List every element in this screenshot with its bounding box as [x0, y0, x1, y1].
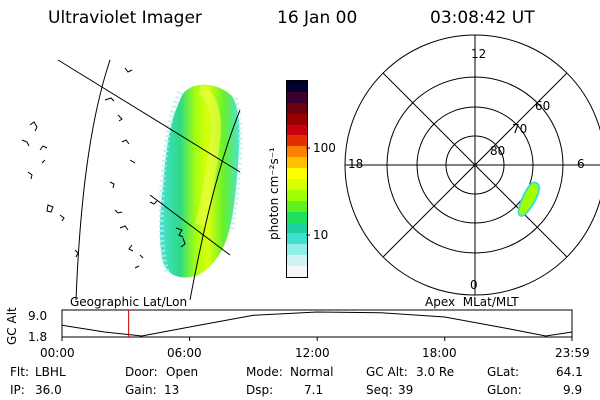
colorbar-tick-10: 10	[313, 228, 329, 242]
coastline	[21, 67, 186, 269]
altitude-plot-frame	[61, 309, 573, 338]
door-value: Open	[166, 365, 199, 379]
time-label: 03:08:42 UT	[430, 8, 535, 28]
glon-label: GLon:	[487, 383, 522, 397]
mlt-line-diagonal	[382, 72, 568, 258]
colorbar-swatch	[287, 113, 307, 125]
colorbar-swatch	[287, 189, 307, 201]
colorbar-tick-100: 100	[313, 141, 336, 155]
x-tick-2359: 23:59	[555, 346, 590, 360]
mlt-label-0: 0	[470, 278, 478, 292]
longitude-line	[189, 109, 241, 300]
x-tick-1800: 18:00	[422, 346, 457, 360]
altitude-ytick-min: 1.8	[28, 330, 47, 344]
altitude-series-line	[61, 311, 573, 337]
gcalt-label: GC Alt:	[366, 365, 408, 379]
gcalt-value: 3.0 Re	[416, 365, 455, 379]
dsp-label: Dsp:	[246, 383, 274, 397]
instrument-title: Ultraviolet Imager	[48, 8, 202, 28]
mode-label: Mode:	[246, 365, 283, 379]
ip-label: IP:	[10, 383, 25, 397]
colorbar-swatch	[287, 200, 307, 212]
colorbar-swatch	[287, 179, 307, 190]
glon-value: 9.9	[563, 383, 583, 397]
date-label: 16 Jan 00	[277, 8, 358, 28]
colorbar-swatch	[287, 135, 307, 147]
lat-label-70: 70	[512, 122, 527, 136]
x-tick-1200: 12:00	[295, 346, 330, 360]
flt-label: Flt:	[10, 365, 29, 379]
colorbar-swatch	[287, 233, 307, 245]
flt-value: LBHL	[35, 365, 66, 379]
colorbar-swatch	[287, 124, 307, 136]
x-tick-0000: 00:00	[40, 346, 75, 360]
latitude-line	[57, 59, 241, 173]
ip-value: 36.0	[35, 383, 62, 397]
longitude-line	[75, 59, 111, 300]
mlt-label-18: 18	[348, 157, 363, 171]
colorbar-swatch	[287, 157, 307, 169]
colorbar-swatch	[287, 91, 307, 103]
colorbar-swatch	[287, 244, 307, 256]
altitude-ylabel: GC Alt	[5, 307, 19, 345]
glat-label: GLat:	[487, 365, 520, 379]
glat-value: 64.1	[556, 365, 583, 379]
mlt-label-6: 6	[577, 157, 585, 171]
seq-value: 39	[398, 383, 414, 397]
latitude-line	[149, 194, 231, 256]
door-label: Door:	[125, 365, 158, 379]
geographic-caption: Geographic Lat/Lon	[70, 295, 188, 309]
lat-label-80: 80	[490, 144, 505, 158]
x-tick-0600: 06:00	[167, 346, 202, 360]
polar-aurora-patch	[517, 181, 541, 217]
colorbar-swatch	[287, 81, 307, 92]
gain-label: Gain:	[125, 383, 157, 397]
colorbar	[286, 80, 308, 278]
seq-label: Seq:	[366, 383, 393, 397]
colorbar-swatch	[287, 222, 307, 234]
mode-value: Normal	[290, 365, 334, 379]
colorbar-swatch	[287, 211, 307, 223]
colorbar-swatch	[287, 266, 307, 278]
colorbar-swatch	[287, 168, 307, 180]
altitude-ytick-max: 9.0	[28, 309, 47, 323]
apex-caption: Apex MLat/MLT	[425, 295, 519, 309]
gain-value: 13	[164, 383, 180, 397]
colorbar-swatch	[287, 255, 307, 267]
mlt-label-12: 12	[471, 47, 486, 61]
colorbar-swatch	[287, 146, 307, 158]
colorbar-swatch	[287, 102, 307, 114]
lat-label-60: 60	[535, 99, 550, 113]
dsp-value: 7.1	[304, 383, 324, 397]
